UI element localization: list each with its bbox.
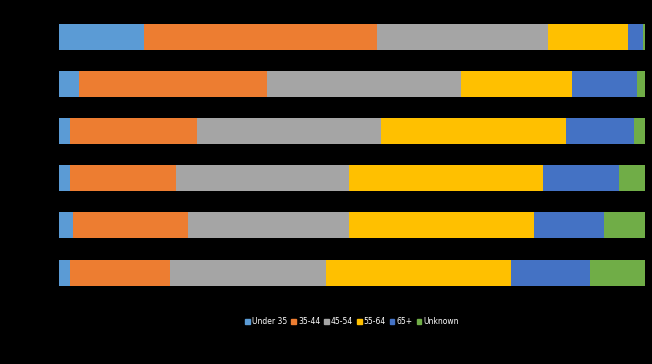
Bar bbox=[572, 71, 637, 97]
Bar bbox=[534, 213, 604, 238]
Bar bbox=[70, 260, 170, 285]
Bar bbox=[170, 260, 326, 285]
Legend: Under 35, 35-44, 45-54, 55-64, 65+, Unknown: Under 35, 35-44, 45-54, 55-64, 65+, Unkn… bbox=[242, 314, 462, 329]
Bar bbox=[548, 24, 628, 50]
Bar bbox=[59, 118, 70, 144]
Bar bbox=[349, 213, 534, 238]
Bar bbox=[543, 165, 619, 191]
Bar bbox=[59, 260, 70, 285]
Bar bbox=[461, 71, 572, 97]
Bar bbox=[197, 118, 381, 144]
Bar bbox=[74, 213, 188, 238]
Bar bbox=[80, 71, 267, 97]
Bar bbox=[637, 71, 645, 97]
Bar bbox=[377, 24, 548, 50]
Bar bbox=[267, 71, 460, 97]
Bar bbox=[59, 24, 144, 50]
Bar bbox=[619, 165, 645, 191]
Bar bbox=[628, 24, 642, 50]
Bar bbox=[604, 213, 645, 238]
Bar bbox=[634, 118, 645, 144]
Bar bbox=[70, 165, 176, 191]
Bar bbox=[511, 260, 590, 285]
Bar bbox=[188, 213, 349, 238]
Bar bbox=[59, 213, 74, 238]
Bar bbox=[326, 260, 511, 285]
Bar bbox=[59, 165, 70, 191]
Bar bbox=[567, 118, 634, 144]
Bar bbox=[381, 118, 567, 144]
Bar bbox=[349, 165, 543, 191]
Bar bbox=[176, 165, 349, 191]
Bar bbox=[590, 260, 645, 285]
Bar bbox=[642, 24, 645, 50]
Bar bbox=[144, 24, 377, 50]
Bar bbox=[70, 118, 197, 144]
Bar bbox=[59, 71, 80, 97]
